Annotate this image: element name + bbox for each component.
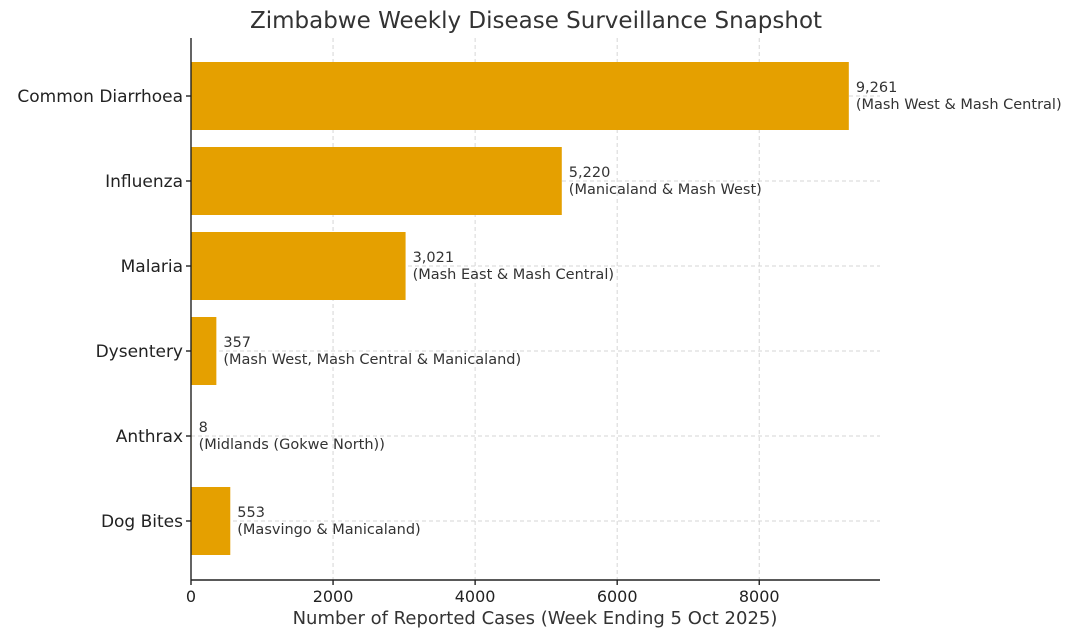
x-tick-label-2: 4000 (455, 587, 496, 606)
category-label-5: Dog Bites (101, 512, 183, 532)
category-label-1: Influenza (105, 172, 183, 192)
label-layer: Common Diarrhoea 9,261(Mash West & Mash C… (17, 80, 1061, 538)
region-label-1: (Manicaland & Mash West) (569, 182, 762, 198)
bar-5 (191, 487, 231, 555)
region-label-5: (Masvingo & Manicaland) (237, 522, 420, 538)
chart-title: Zimbabwe Weekly Disease Surveillance Sna… (250, 8, 822, 34)
x-axis-label: Number of Reported Cases (Week Ending 5 … (293, 608, 778, 629)
value-label-2: 3,021 (413, 250, 455, 266)
tick-layer: 0 2000 4000 6000 8000 (186, 95, 780, 606)
region-label-4: (Midlands (Gokwe North)) (199, 437, 385, 453)
bar-0 (191, 62, 849, 130)
region-label-2: (Mash East & Mash Central) (413, 267, 614, 283)
category-label-0: Common Diarrhoea (17, 87, 183, 107)
bar-3 (191, 317, 217, 385)
x-tick-label-4: 8000 (739, 587, 780, 606)
bar-2 (191, 232, 406, 300)
x-tick-label-1: 2000 (313, 587, 354, 606)
region-label-3: (Mash West, Mash Central & Manicaland) (223, 352, 521, 368)
bar-1 (191, 147, 562, 215)
bar-layer (191, 62, 849, 555)
value-label-3: 357 (223, 335, 251, 351)
x-tick-label-3: 6000 (597, 587, 638, 606)
category-label-2: Malaria (121, 257, 183, 277)
value-label-1: 5,220 (569, 165, 611, 181)
value-label-4: 8 (199, 420, 208, 436)
value-label-0: 9,261 (856, 80, 898, 96)
x-tick-label-0: 0 (186, 587, 196, 606)
category-label-4: Anthrax (116, 427, 183, 447)
region-label-0: (Mash West & Mash Central) (856, 97, 1062, 113)
category-label-3: Dysentery (96, 342, 183, 362)
value-label-5: 553 (237, 505, 265, 521)
